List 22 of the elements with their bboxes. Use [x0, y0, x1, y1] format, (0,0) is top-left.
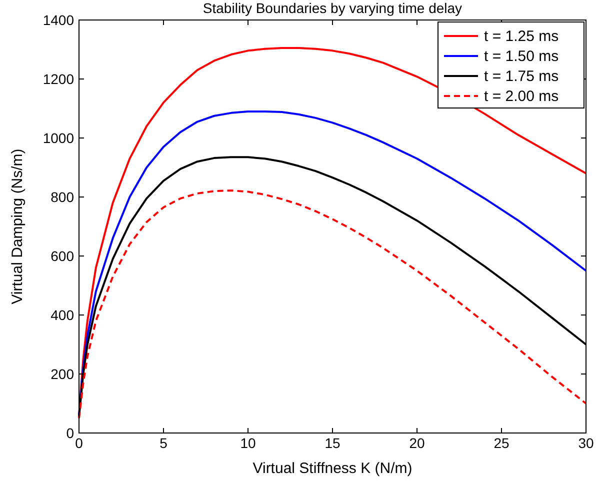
y-tick-label: 1000 [42, 130, 74, 146]
y-tick-label: 800 [50, 189, 74, 205]
x-tick-label: 10 [240, 435, 256, 451]
x-tick-label: 15 [324, 435, 340, 451]
legend-label: t = 1.50 ms [484, 48, 559, 65]
y-tick-label: 1400 [42, 12, 74, 28]
legend-label: t = 1.25 ms [484, 28, 559, 45]
y-tick-label: 200 [50, 366, 74, 382]
x-tick-label: 25 [494, 435, 510, 451]
legend-label: t = 1.75 ms [484, 68, 559, 85]
y-tick-label: 1200 [42, 71, 74, 87]
x-tick-label: 5 [160, 435, 168, 451]
x-tick-label: 30 [578, 435, 594, 451]
legend-label: t = 2.00 ms [484, 88, 559, 105]
x-tick-label: 20 [409, 435, 425, 451]
y-axis-title: Virtual Damping (Ns/m) [9, 148, 26, 304]
chart-title: Stability Boundaries by varying time delay [202, 0, 462, 16]
y-tick-label: 600 [50, 248, 74, 264]
line-series [78, 110, 587, 416]
y-tick-label: 0 [66, 425, 74, 441]
y-tick-label: 400 [50, 307, 74, 323]
x-axis-title: Virtual Stiffness K (N/m) [252, 460, 412, 477]
